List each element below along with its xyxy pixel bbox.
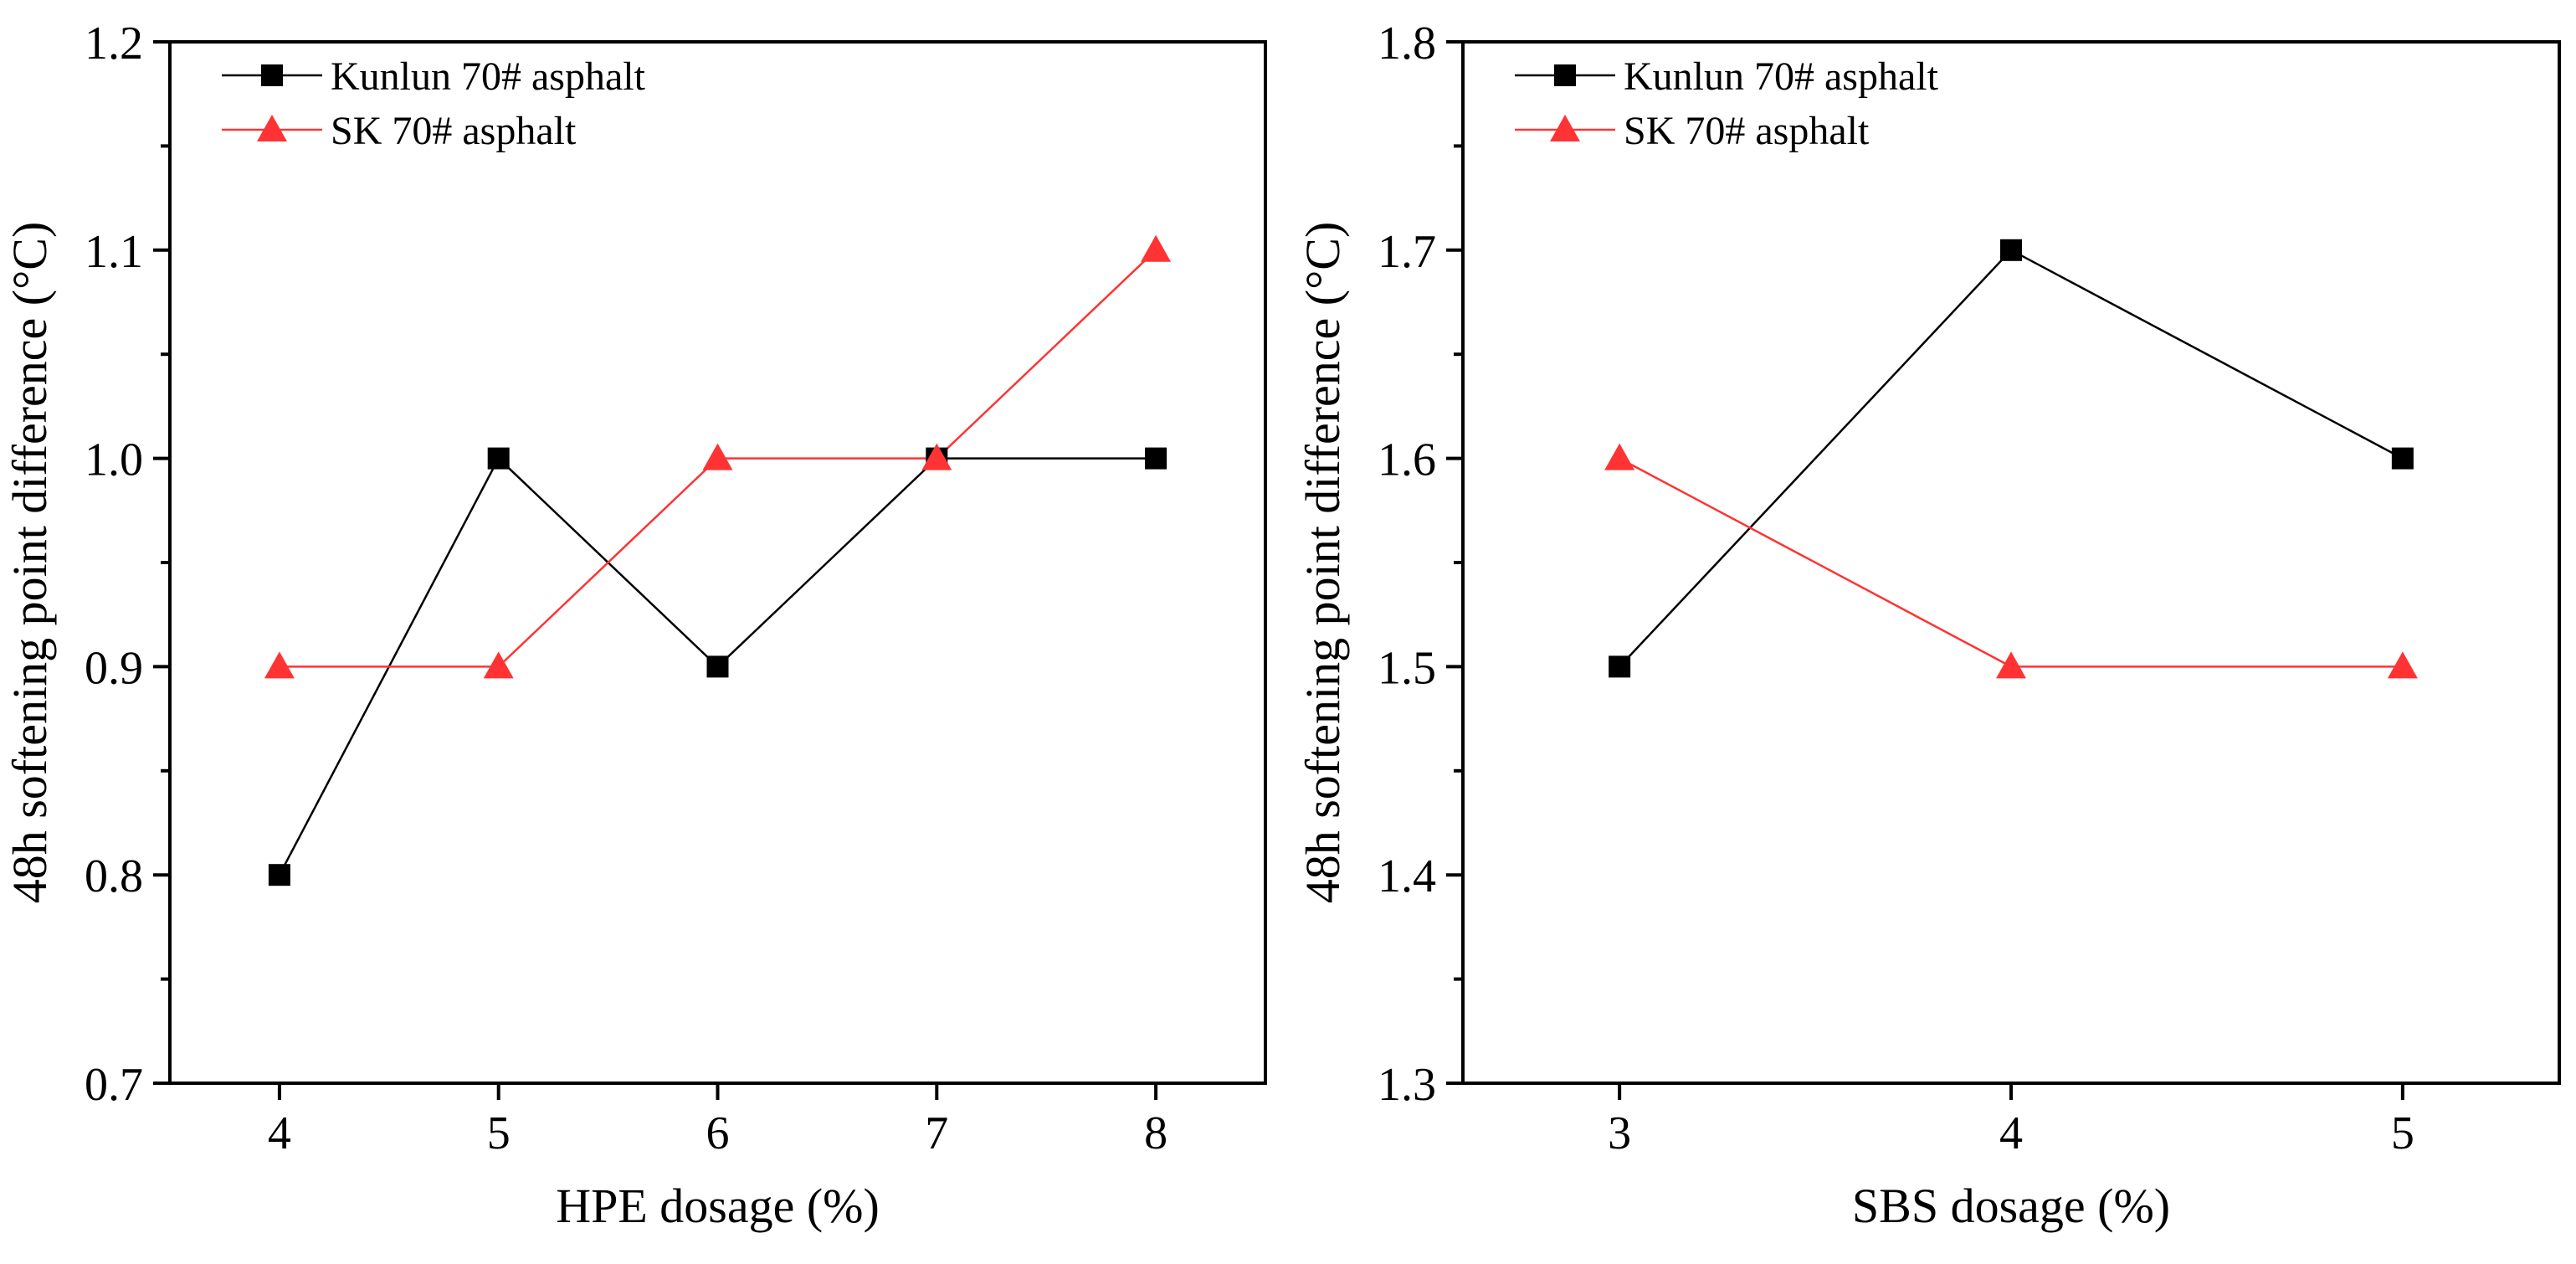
data-point-square <box>1145 447 1167 470</box>
plot-frame <box>168 40 1267 1085</box>
y-tick-label: 0.9 <box>85 642 143 694</box>
data-point-triangle <box>1141 234 1172 262</box>
data-point-triangle <box>1550 115 1580 141</box>
data-point-triangle <box>921 443 952 470</box>
data-point-triangle <box>1604 443 1635 470</box>
x-axis-label: SBS dosage (%) <box>1852 1179 2170 1233</box>
legend: Kunlun 70# asphalt SK 70# asphalt <box>222 54 646 153</box>
data-point-square <box>706 655 729 678</box>
y-tick-label: 1.3 <box>1378 1059 1436 1111</box>
data-point-square <box>261 64 283 86</box>
data-point-triangle <box>257 115 287 141</box>
data-point-square <box>2391 447 2414 470</box>
y-tick-label: 1.6 <box>1378 434 1436 486</box>
y-tick-label: 0.8 <box>85 850 143 902</box>
x-tick-label: 4 <box>1999 1107 2023 1159</box>
legend-label: SK 70# asphalt <box>1624 109 1870 153</box>
data-point-square <box>1609 655 1631 678</box>
data-point-triangle <box>702 443 733 470</box>
x-tick-label: 8 <box>1144 1107 1167 1159</box>
data-point-square <box>2000 239 2022 261</box>
data-point-triangle <box>1996 651 2026 679</box>
x-tick-label: 5 <box>487 1107 511 1159</box>
y-tick-label: 1.1 <box>85 226 143 278</box>
y-tick-label: 1.4 <box>1378 850 1436 902</box>
chart-panel-2: 1.3 1.4 1.5 1.6 1.7 1.8 3 4 5 SBS dosage (%) 48h s… <box>1296 18 2561 1233</box>
series-line-kunlun <box>1619 249 2404 668</box>
data-point-triangle <box>264 651 295 679</box>
x-tick-label: 7 <box>925 1107 948 1159</box>
x-tick-label: 6 <box>706 1107 730 1159</box>
y-tick-label: 1.0 <box>85 434 143 486</box>
x-tick-label: 5 <box>2391 1107 2414 1159</box>
plot-frame <box>1461 40 2561 1085</box>
x-tick-label: 4 <box>268 1107 291 1159</box>
y-axis-label: 48h softening point difference (°C) <box>1296 222 1350 904</box>
y-tick-label: 1.2 <box>85 18 143 69</box>
x-tick-label: 3 <box>1608 1107 1631 1159</box>
legend-label: Kunlun 70# asphalt <box>331 54 646 99</box>
series-line-sk <box>1619 457 2403 668</box>
y-axis-label: 48h softening point difference (°C) <box>3 222 57 904</box>
legend-label: Kunlun 70# asphalt <box>1624 54 1939 99</box>
legend: Kunlun 70# asphalt SK 70# asphalt <box>1515 54 1939 153</box>
y-tick-label: 1.7 <box>1378 226 1436 278</box>
data-point-square <box>487 447 510 470</box>
data-point-square <box>1554 64 1576 86</box>
x-axis-label: HPE dosage (%) <box>556 1179 880 1233</box>
legend-label: SK 70# asphalt <box>331 109 577 153</box>
data-point-triangle <box>2387 651 2418 679</box>
y-tick-label: 0.7 <box>85 1059 143 1111</box>
data-point-square <box>268 864 290 886</box>
chart-panel-1: 0.7 0.8 0.9 1.0 1.1 1.2 4 5 6 7 8 HPE dosage (%) 48h… <box>3 18 1267 1233</box>
y-tick-label: 1.5 <box>1378 642 1436 694</box>
y-tick-label: 1.8 <box>1378 18 1436 69</box>
data-point-triangle <box>483 651 514 679</box>
